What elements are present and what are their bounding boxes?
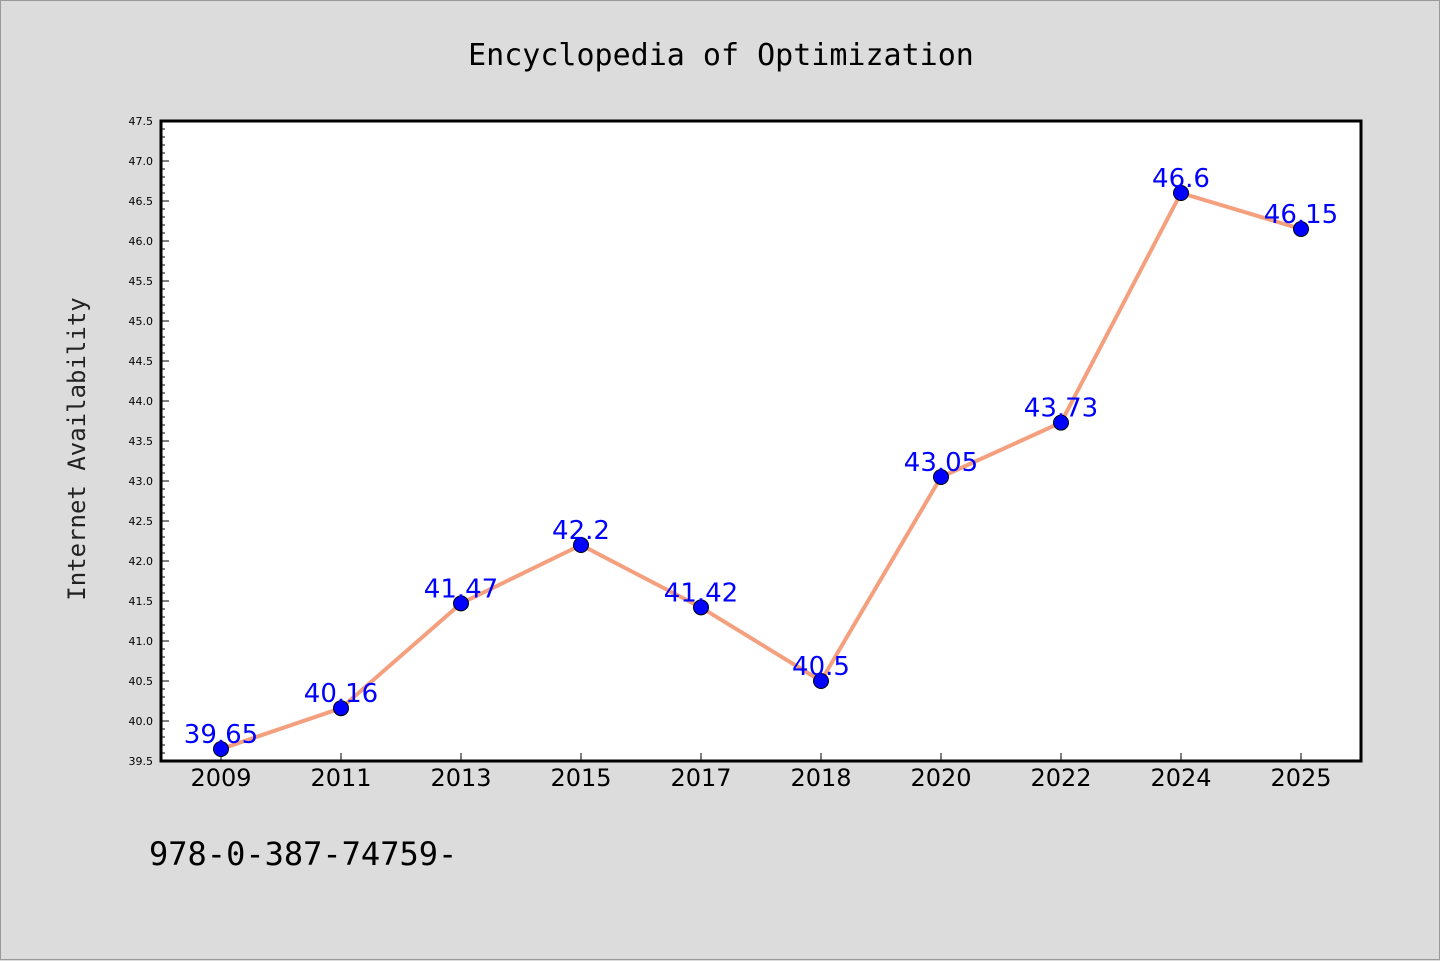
x-tick-label: 2013	[430, 764, 491, 792]
data-point-marker	[453, 595, 469, 612]
series-group	[213, 185, 1309, 757]
data-value-label: 41.42	[664, 578, 738, 608]
data-value-label: 41.47	[424, 574, 498, 604]
data-value-label: 46.15	[1264, 200, 1338, 230]
data-point-marker	[213, 741, 229, 757]
data-value-label: 43.73	[1024, 394, 1098, 424]
data-value-label: 46.6	[1152, 164, 1210, 194]
data-point-marker	[333, 700, 349, 717]
data-point-marker	[813, 673, 829, 689]
x-tick-label: 2022	[1030, 764, 1091, 792]
y-tick-label: 45.5	[129, 275, 154, 288]
y-tick-label: 42.0	[129, 555, 154, 568]
y-tick-label: 43.0	[129, 475, 154, 488]
y-tick-label: 41.5	[129, 595, 154, 608]
y-tick-label: 43.5	[129, 435, 154, 448]
y-tick-label: 39.5	[129, 755, 154, 768]
y-axis-label: Internet Availability	[63, 297, 91, 600]
y-tick-label: 46.5	[129, 195, 154, 208]
y-tick-label: 41.0	[129, 635, 154, 648]
data-point-marker	[933, 469, 949, 485]
x-tick-label: 2024	[1150, 764, 1211, 792]
data-value-label: 40.5	[792, 652, 850, 682]
y-tick-label: 40.5	[129, 675, 154, 688]
x-axis: 2009 2011 2013 2015 2017 2018 2020 2022 2024 2025	[190, 753, 1332, 792]
data-point-marker	[573, 537, 589, 553]
data-value-label: 40.16	[304, 679, 378, 709]
x-tick-label: 2018	[790, 764, 851, 792]
x-tick-label: 2011	[310, 764, 371, 792]
x-tick-label: 2020	[910, 764, 971, 792]
data-value-label: 42.2	[552, 516, 610, 546]
data-point-marker	[693, 599, 709, 616]
data-point-marker	[1173, 185, 1189, 201]
data-value-label: 39.65	[184, 720, 258, 750]
y-tick-label: 47.5	[129, 115, 154, 128]
y-tick-label: 45.0	[129, 315, 154, 328]
y-tick-label: 40.0	[129, 715, 154, 728]
plot-area	[159, 119, 1363, 763]
x-tick-label: 2017	[670, 764, 731, 792]
data-value-label: 43.05	[904, 448, 978, 478]
data-point-marker	[1053, 414, 1069, 431]
y-tick-label: 44.5	[129, 355, 154, 368]
data-labels-group: 39.65 40.16 41.47 42.2 41.42 40.5 43.05 43.73 46…	[184, 164, 1338, 750]
x-tick-label: 2015	[550, 764, 611, 792]
x-tick-label: 2025	[1270, 764, 1331, 792]
y-tick-label: 42.5	[129, 515, 154, 528]
y-tick-label: 44.0	[129, 395, 154, 408]
x-tick-label: 2009	[190, 764, 251, 792]
y-axis: 39.5 40.0 40.5 41.0 41.5 42.0 42.5 43.0 43.5 44.0…	[129, 115, 169, 768]
chart-title: Encyclopedia of Optimization	[468, 38, 974, 73]
data-point-marker	[1293, 221, 1309, 237]
footer-isbn-text: 978-0-387-74759-	[149, 835, 457, 873]
series-line	[219, 191, 1303, 751]
y-tick-label: 46.0	[129, 235, 154, 248]
y-tick-label: 47.0	[129, 155, 154, 168]
